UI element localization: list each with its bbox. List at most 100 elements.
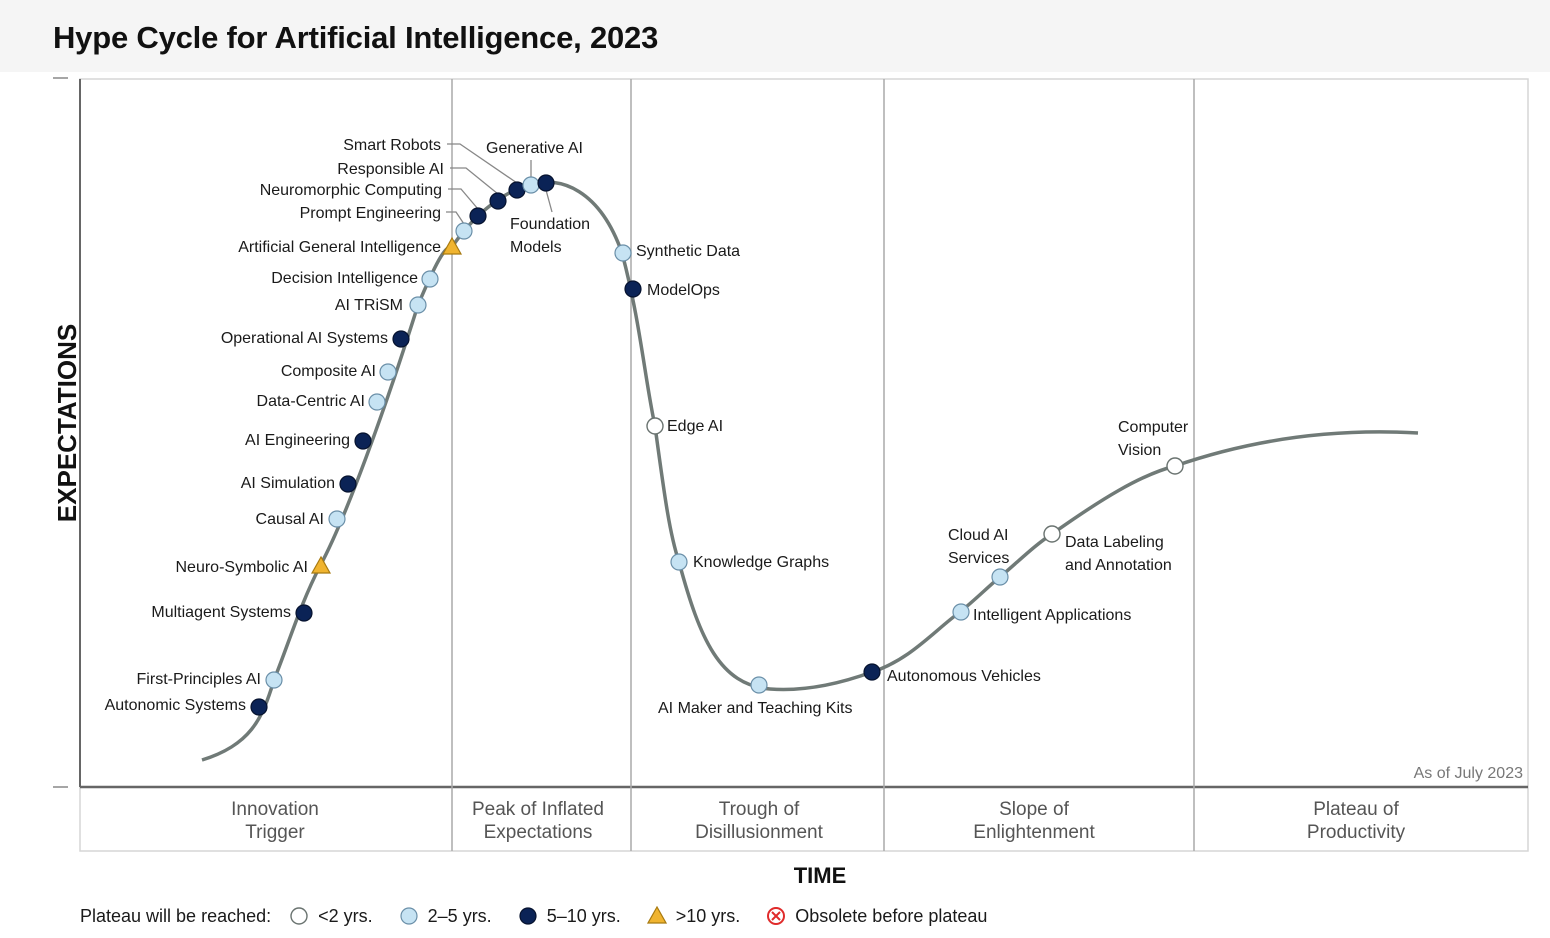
marker-responsible-ai <box>489 192 507 210</box>
header-band <box>0 0 1550 72</box>
label-intelligent-applications: Intelligent Applications <box>973 607 1131 624</box>
legend-label: >10 yrs. <box>675 905 741 926</box>
marker-artificial-general-intelligence <box>441 236 463 255</box>
leader-line-neuromorphic-computing <box>448 188 479 210</box>
marker-generative-ai <box>522 176 540 194</box>
marker-prompt-engineering <box>455 222 473 240</box>
marker-intelligent-applications <box>952 603 970 621</box>
label-knowledge-graphs: Knowledge Graphs <box>693 554 829 571</box>
marker-composite-ai <box>379 363 397 381</box>
marker-ai-maker-and-teaching-kits <box>750 676 768 694</box>
legend-item-obsolete: Obsolete before plateau <box>766 906 987 927</box>
label-artificial-general-intelligence: Artificial General Intelligence <box>238 239 441 256</box>
chart-title: Hype Cycle for Artificial Intelligence, … <box>53 20 659 55</box>
phase-label-line1: Peak of Inflated <box>472 799 604 820</box>
phase-label-line2: Expectations <box>484 822 593 843</box>
legend-label: 5–10 yrs. <box>546 905 621 926</box>
y-axis-title: EXPECTATIONS <box>52 324 82 522</box>
phase-label-line1: Innovation <box>231 799 319 820</box>
marker-foundation-models <box>537 174 555 192</box>
legend-label: <2 yrs. <box>318 905 373 926</box>
leader-line-smart-robots <box>447 143 518 184</box>
marker-modelops <box>624 280 642 298</box>
label-ai-trism: AI TRiSM <box>335 297 403 314</box>
label-ai-maker-and-teaching-kits: AI Maker and Teaching Kits <box>658 700 852 717</box>
label-line1: Computer <box>1118 419 1189 436</box>
label-autonomous-vehicles: Autonomous Vehicles <box>887 668 1041 685</box>
legend-marker-lt2-icon <box>290 907 308 925</box>
label-autonomic-systems: Autonomic Systems <box>105 697 246 714</box>
marker-edge-ai <box>646 417 664 435</box>
phase-label-5: Plateau of Productivity <box>1307 799 1406 843</box>
phase-label-line1: Trough of <box>719 799 800 820</box>
phase-label-line1: Plateau of <box>1313 799 1399 820</box>
marker-autonomic-systems <box>250 698 268 716</box>
marker-ai-simulation <box>339 475 357 493</box>
label-neuromorphic-computing: Neuromorphic Computing <box>260 182 442 199</box>
phase-label-line2: Disillusionment <box>695 822 823 843</box>
label-decision-intelligence: Decision Intelligence <box>271 270 418 287</box>
label-first-principles-ai: First-Principles AI <box>137 671 261 688</box>
label-line1: Data Labeling <box>1065 534 1164 551</box>
marker-cloud-ai-services <box>991 568 1009 586</box>
marker-causal-ai <box>328 510 346 528</box>
label-ai-engineering: AI Engineering <box>245 432 350 449</box>
label-ai-simulation: AI Simulation <box>241 475 335 492</box>
label-smart-robots: Smart Robots <box>343 137 441 154</box>
label-edge-ai: Edge AI <box>667 418 723 435</box>
phase-label-3: Trough of Disillusionment <box>695 799 823 843</box>
leader-line-foundation-models <box>545 189 553 213</box>
label-line2: and Annotation <box>1065 557 1172 574</box>
label-neuro-symbolic-ai: Neuro-Symbolic AI <box>176 559 309 576</box>
label-causal-ai: Causal AI <box>256 511 324 528</box>
legend-item-gt10: >10 yrs. <box>646 905 741 927</box>
label-line1: Cloud AI <box>948 527 1008 544</box>
legend-label: 2–5 yrs. <box>427 905 492 926</box>
label-line2: Services <box>948 550 1009 567</box>
phase-label-line2: Enlightenment <box>973 822 1095 843</box>
marker-ai-engineering <box>354 432 372 450</box>
label-operational-ai-systems: Operational AI Systems <box>221 330 388 347</box>
legend-marker-shape <box>519 907 537 925</box>
legend-marker-shape <box>400 907 418 925</box>
legend-marker-shape <box>646 906 667 924</box>
legend-marker-shape <box>767 907 786 925</box>
legend-item-5to10: 5–10 yrs. <box>518 906 621 927</box>
label-line2: Models <box>510 239 562 256</box>
label-foundation-models: Foundation Models <box>510 216 590 256</box>
marker-first-principles-ai <box>265 671 283 689</box>
marker-operational-ai-systems <box>392 330 410 348</box>
legend-marker-2to5-icon <box>400 907 418 925</box>
obsolete-cross <box>771 911 781 921</box>
label-modelops: ModelOps <box>647 282 720 299</box>
label-computer-vision: Computer Vision <box>1118 419 1189 459</box>
label-cloud-ai-services: Cloud AI Services <box>948 527 1009 567</box>
label-prompt-engineering: Prompt Engineering <box>300 205 441 222</box>
as-of-note: As of July 2023 <box>1414 765 1524 782</box>
phase-label-line2: Trigger <box>245 822 305 843</box>
marker-computer-vision <box>1166 457 1184 475</box>
marker-data-labeling-and-annotation <box>1043 525 1061 543</box>
leader-line-responsible-ai <box>450 167 499 195</box>
label-data-labeling-and-annotation: Data Labeling and Annotation <box>1065 534 1172 574</box>
marker-multiagent-systems <box>295 604 313 622</box>
label-line1: Foundation <box>510 216 590 233</box>
phase-label-2: Peak of Inflated Expectations <box>472 799 604 843</box>
marker-neuromorphic-computing <box>469 207 487 225</box>
phase-label-1: Innovation Trigger <box>231 799 319 843</box>
marker-synthetic-data <box>614 244 632 262</box>
x-axis-title: TIME <box>794 863 847 888</box>
legend-marker-5to10-icon <box>519 907 537 925</box>
marker-neuro-symbolic-ai <box>310 555 332 574</box>
label-composite-ai: Composite AI <box>281 363 376 380</box>
marker-decision-intelligence <box>421 270 439 288</box>
label-multiagent-systems: Multiagent Systems <box>151 604 291 621</box>
legend-item-2to5: 2–5 yrs. <box>399 906 492 927</box>
legend: Plateau will be reached: <2 yrs. 2–5 yrs.… <box>80 903 1013 929</box>
label-responsible-ai: Responsible AI <box>337 161 444 178</box>
legend-title: Plateau will be reached: <box>80 905 272 926</box>
legend-marker-obsolete-icon <box>767 907 786 925</box>
legend-marker-shape <box>290 907 308 925</box>
plot-frame <box>79 78 1529 852</box>
